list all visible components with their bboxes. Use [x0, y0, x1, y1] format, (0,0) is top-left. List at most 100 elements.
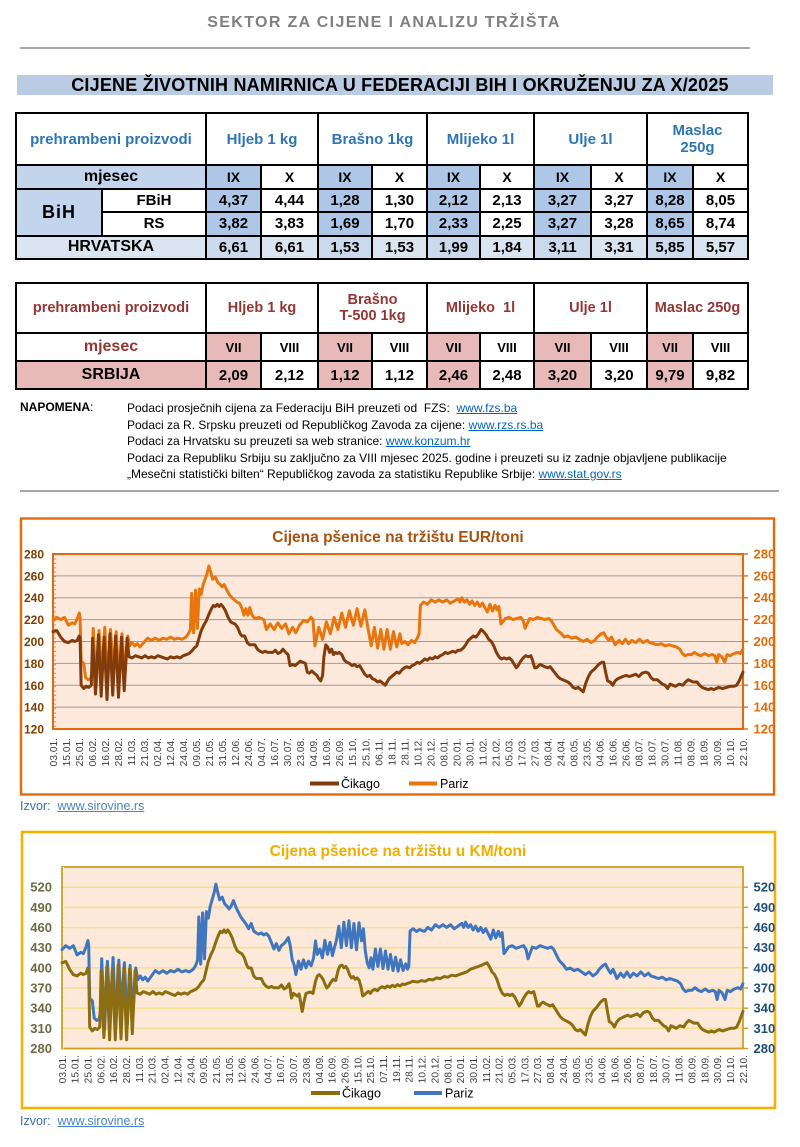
svg-text:160: 160 — [24, 679, 44, 693]
svg-text:260: 260 — [24, 569, 44, 583]
svg-text:19.11.: 19.11. — [392, 1055, 403, 1083]
svg-text:09.05.: 09.05. — [192, 738, 203, 766]
svg-text:31.05.: 31.05. — [218, 738, 229, 766]
svg-text:12.06.: 12.06. — [238, 1055, 249, 1083]
svg-text:340: 340 — [30, 1001, 52, 1016]
svg-text:04.07.: 04.07. — [263, 1055, 274, 1083]
svg-text:26.06.: 26.06. — [622, 738, 633, 766]
svg-text:430: 430 — [30, 940, 52, 955]
svg-text:23.08.: 23.08. — [302, 1055, 313, 1083]
svg-text:490: 490 — [754, 900, 776, 915]
svg-text:04.06.: 04.06. — [598, 1055, 609, 1083]
svg-text:05.03.: 05.03. — [508, 1055, 519, 1083]
svg-text:08.01.: 08.01. — [443, 1055, 454, 1083]
svg-text:240: 240 — [24, 591, 44, 605]
svg-text:11.08.: 11.08. — [675, 1055, 686, 1083]
svg-text:280: 280 — [24, 548, 44, 562]
svg-text:23.08.: 23.08. — [296, 738, 307, 766]
svg-text:11.08.: 11.08. — [674, 738, 685, 766]
svg-text:Cijena pšenice na tržištu EUR/: Cijena pšenice na tržištu EUR/toni — [272, 529, 524, 546]
svg-text:08.04.: 08.04. — [544, 738, 555, 766]
svg-text:08.04.: 08.04. — [546, 1055, 557, 1083]
svg-text:15.01.: 15.01. — [62, 738, 73, 766]
svg-text:11.02.: 11.02. — [482, 1055, 493, 1083]
svg-text:27.03.: 27.03. — [531, 738, 542, 766]
svg-text:310: 310 — [754, 1021, 776, 1036]
svg-text:28.11.: 28.11. — [405, 1055, 416, 1083]
svg-text:120: 120 — [754, 722, 776, 737]
svg-text:11.03.: 11.03. — [135, 1055, 146, 1083]
svg-text:140: 140 — [754, 700, 776, 715]
svg-text:26.09.: 26.09. — [335, 738, 346, 766]
svg-text:Čikago: Čikago — [341, 776, 380, 791]
svg-text:10.10.: 10.10. — [726, 738, 737, 766]
svg-text:12.06.: 12.06. — [231, 738, 242, 766]
svg-text:12.04.: 12.04. — [173, 1055, 184, 1083]
svg-text:280: 280 — [754, 547, 776, 562]
svg-text:04.09.: 04.09. — [315, 1055, 326, 1083]
svg-text:30.07.: 30.07. — [289, 1055, 300, 1083]
svg-text:22.10.: 22.10. — [739, 1055, 750, 1083]
svg-text:11.02.: 11.02. — [478, 738, 489, 766]
svg-text:18.07.: 18.07. — [649, 1055, 660, 1083]
svg-text:17.03.: 17.03. — [520, 1055, 531, 1083]
svg-text:30.07.: 30.07. — [662, 1055, 673, 1083]
svg-text:490: 490 — [30, 900, 52, 915]
svg-text:30.01.: 30.01. — [469, 1055, 480, 1083]
svg-text:12.04.: 12.04. — [166, 738, 177, 766]
svg-text:220: 220 — [754, 612, 776, 627]
svg-text:430: 430 — [754, 940, 776, 955]
svg-text:16.07.: 16.07. — [276, 1055, 287, 1083]
svg-text:370: 370 — [30, 981, 52, 996]
svg-text:16.06.: 16.06. — [609, 738, 620, 766]
svg-text:03.01.: 03.01. — [58, 1055, 69, 1083]
svg-text:18.09.: 18.09. — [700, 1055, 711, 1083]
svg-text:21.05.: 21.05. — [212, 1055, 223, 1083]
svg-text:24.06.: 24.06. — [244, 738, 255, 766]
svg-text:07.11.: 07.11. — [379, 1055, 390, 1083]
svg-text:Čikago: Čikago — [342, 1086, 381, 1101]
svg-text:25.10.: 25.10. — [366, 1055, 377, 1083]
svg-text:220: 220 — [24, 613, 44, 627]
svg-text:04.06.: 04.06. — [596, 738, 607, 766]
svg-text:460: 460 — [30, 920, 52, 935]
svg-text:30.07.: 30.07. — [661, 738, 672, 766]
svg-text:10.12.: 10.12. — [418, 1055, 429, 1083]
svg-text:08.01.: 08.01. — [439, 738, 450, 766]
svg-text:400: 400 — [30, 960, 52, 975]
svg-text:260: 260 — [754, 568, 776, 583]
svg-text:160: 160 — [754, 678, 776, 693]
svg-text:180: 180 — [24, 657, 44, 671]
svg-text:16.06.: 16.06. — [610, 1055, 621, 1083]
svg-text:280: 280 — [30, 1041, 52, 1056]
svg-text:25.10.: 25.10. — [361, 738, 372, 766]
svg-text:24.04.: 24.04. — [557, 738, 568, 766]
svg-text:10.10.: 10.10. — [726, 1055, 737, 1083]
svg-text:25.01.: 25.01. — [75, 738, 86, 766]
svg-text:24.04.: 24.04. — [179, 738, 190, 766]
svg-text:240: 240 — [754, 590, 776, 605]
svg-text:200: 200 — [754, 634, 776, 649]
svg-text:20.12.: 20.12. — [426, 738, 437, 766]
svg-text:18.07.: 18.07. — [648, 738, 659, 766]
svg-text:200: 200 — [24, 635, 44, 649]
svg-text:06.02.: 06.02. — [88, 738, 99, 766]
svg-text:06.11.: 06.11. — [374, 738, 385, 766]
svg-text:27.03.: 27.03. — [533, 1055, 544, 1083]
svg-text:02.04.: 02.04. — [153, 738, 164, 766]
svg-text:280: 280 — [754, 1041, 776, 1056]
svg-text:23.05.: 23.05. — [585, 1055, 596, 1083]
svg-text:16.02.: 16.02. — [109, 1055, 120, 1083]
svg-text:26.09.: 26.09. — [341, 1055, 352, 1083]
svg-text:16.07.: 16.07. — [270, 738, 281, 766]
svg-text:30.09.: 30.09. — [713, 1055, 724, 1083]
svg-text:Pariz: Pariz — [440, 777, 468, 791]
svg-text:24.04.: 24.04. — [186, 1055, 197, 1083]
svg-text:15.10.: 15.10. — [353, 1055, 364, 1083]
svg-text:04.07.: 04.07. — [257, 738, 268, 766]
svg-text:30.07.: 30.07. — [283, 738, 294, 766]
svg-text:400: 400 — [754, 960, 776, 975]
svg-text:08.09.: 08.09. — [687, 738, 698, 766]
svg-text:20.12.: 20.12. — [430, 1055, 441, 1083]
svg-text:08.07.: 08.07. — [635, 738, 646, 766]
